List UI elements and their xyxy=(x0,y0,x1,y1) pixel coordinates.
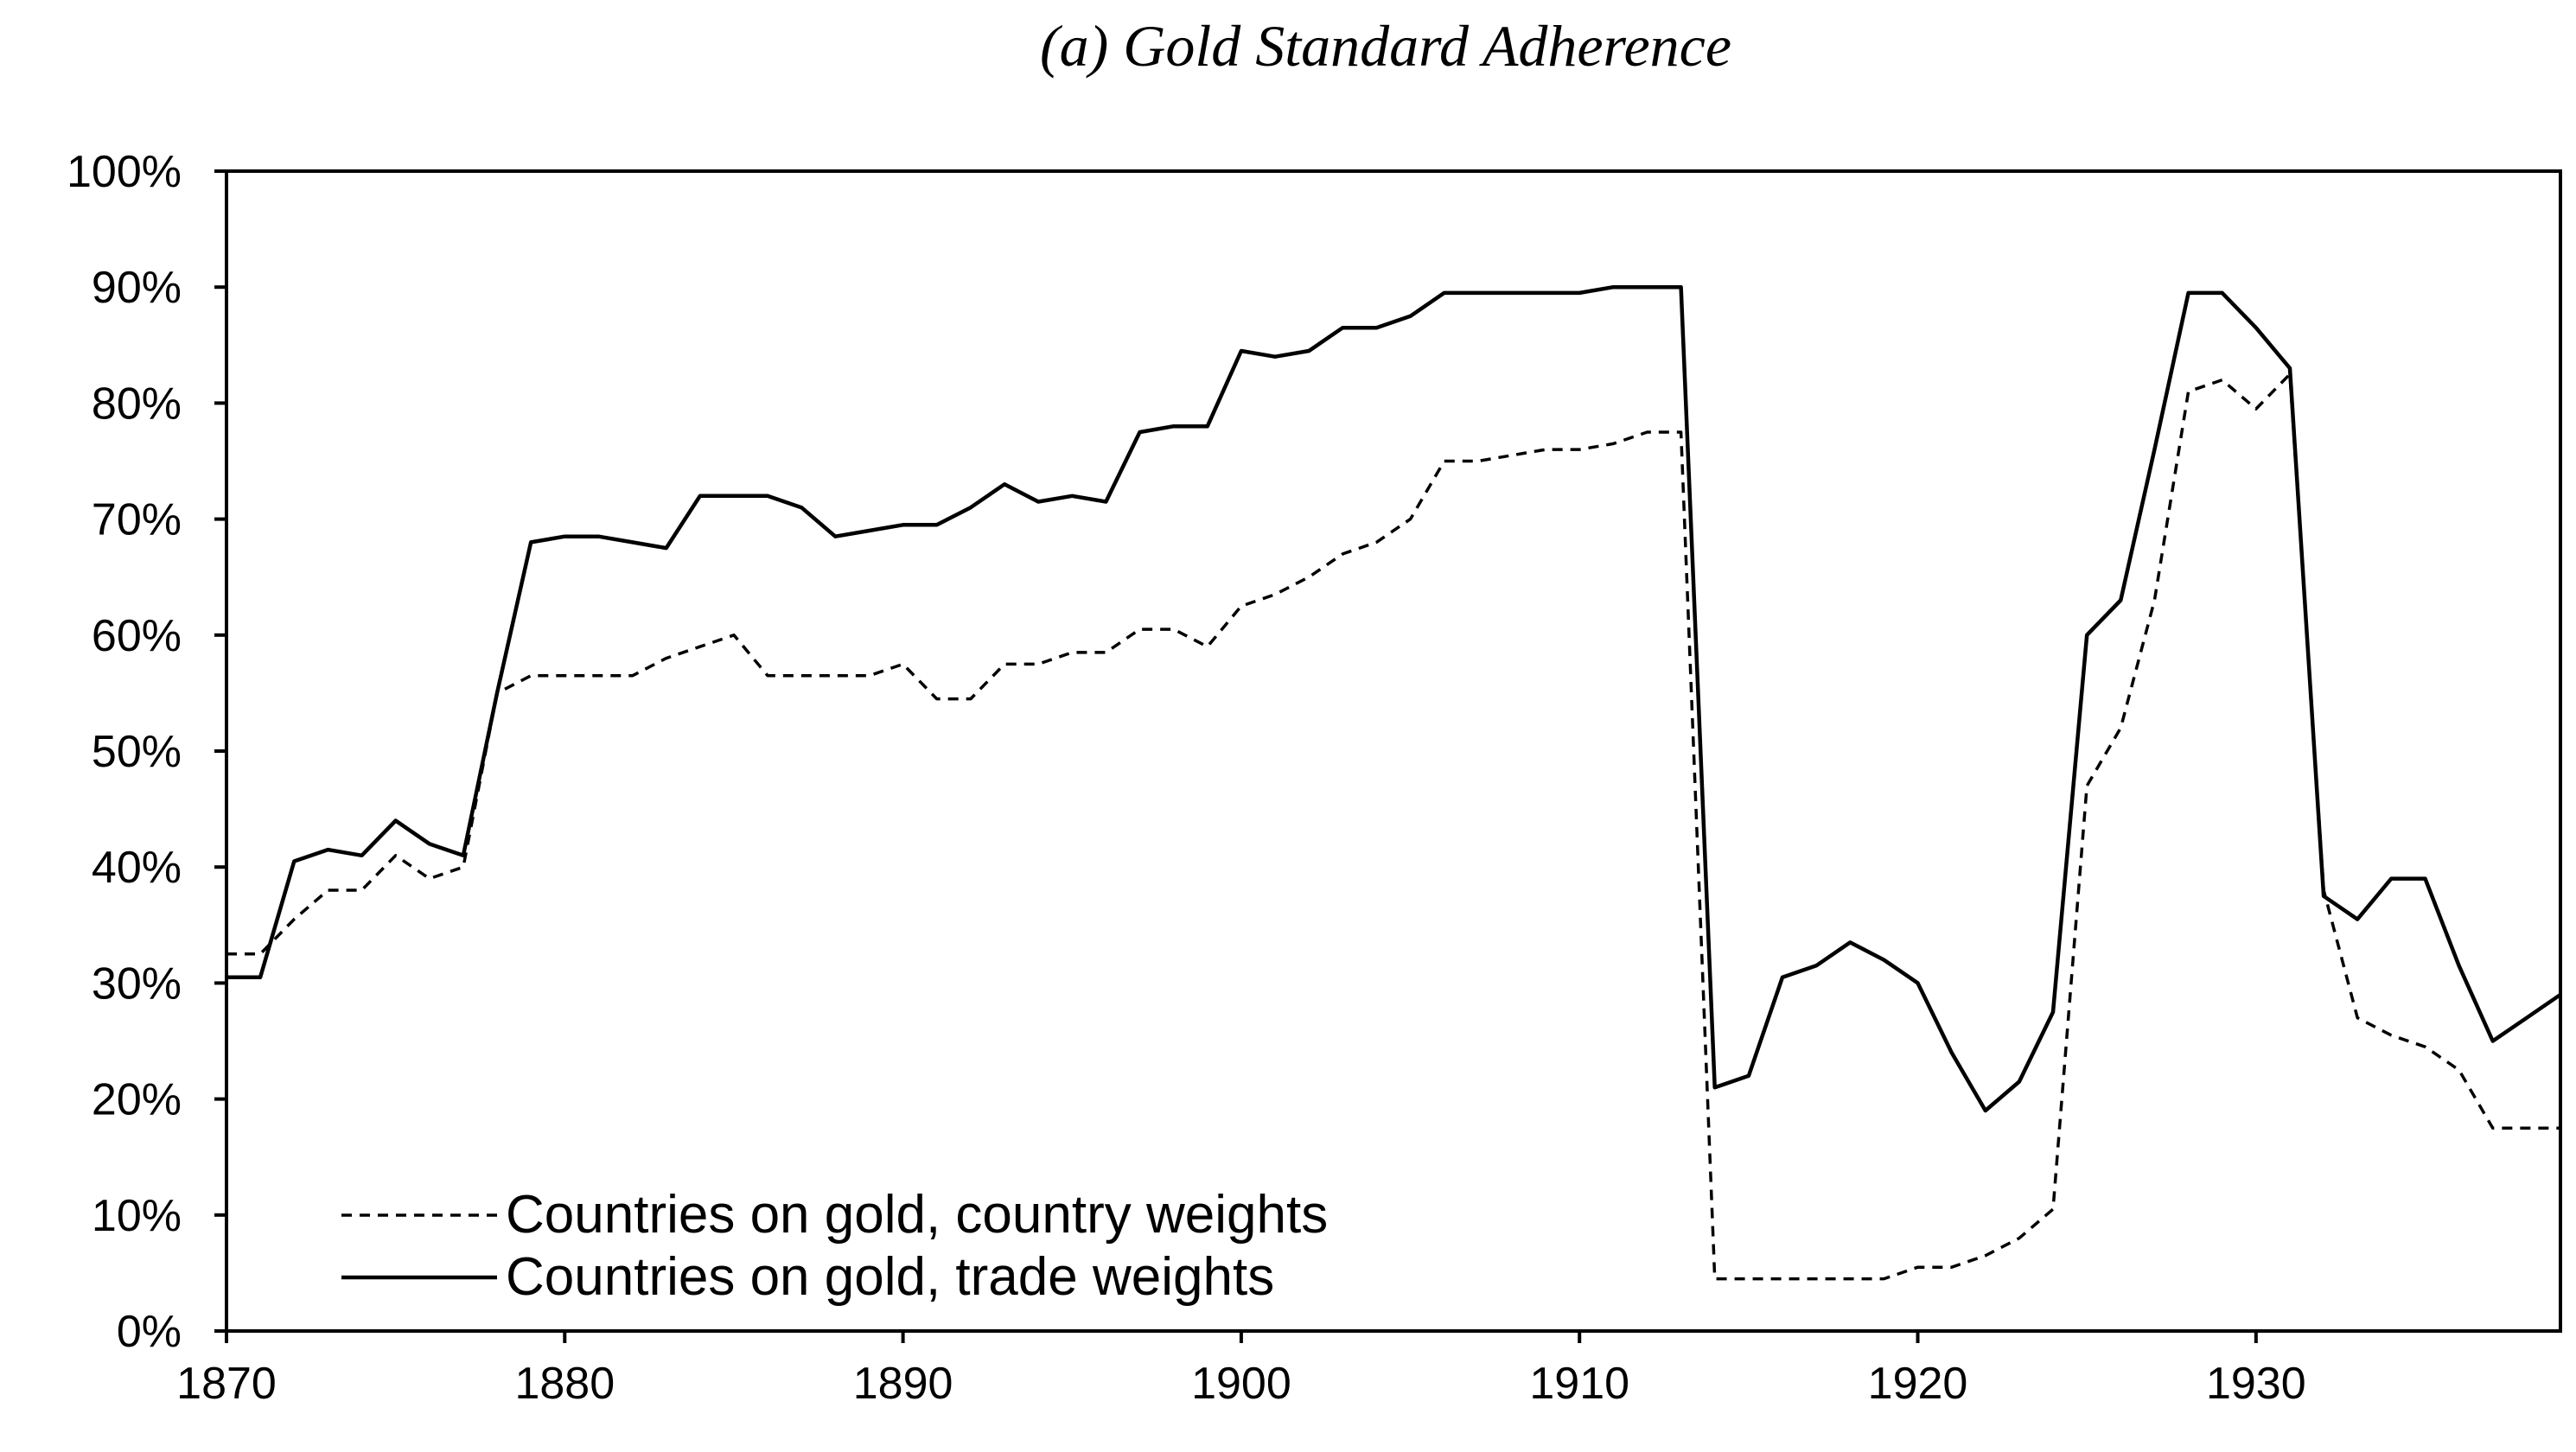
series-line-trade-weights xyxy=(226,284,2562,1113)
y-tick-label: 80% xyxy=(92,379,182,429)
legend: Countries on gold, country weights Count… xyxy=(341,1185,1328,1307)
x-axis: 1870 1880 1890 1900 1910 1920 1930 xyxy=(176,1331,2306,1409)
x-tick-label: 1880 xyxy=(514,1359,615,1409)
legend-label-trade-weights: Countries on gold, trade weights xyxy=(506,1247,1274,1307)
y-tick-label: 90% xyxy=(92,263,182,313)
y-tick-label: 0% xyxy=(117,1307,182,1357)
series-line-country-weights xyxy=(226,373,2560,1281)
series-layer xyxy=(226,284,2562,1281)
x-tick-label: 1910 xyxy=(1529,1359,1629,1409)
y-tick-label: 100% xyxy=(67,147,182,197)
legend-label-country-weights: Countries on gold, country weights xyxy=(506,1185,1328,1245)
y-tick-label: 30% xyxy=(92,958,182,1009)
x-tick-label: 1920 xyxy=(1868,1359,1968,1409)
y-tick-label: 40% xyxy=(92,843,182,893)
y-tick-label: 20% xyxy=(92,1075,182,1125)
y-tick-label: 10% xyxy=(92,1191,182,1241)
x-tick-label: 1870 xyxy=(176,1359,277,1409)
y-tick-label: 60% xyxy=(92,611,182,661)
y-tick-label: 70% xyxy=(92,495,182,545)
plot-area-frame xyxy=(225,169,2562,1333)
y-tick-label: 50% xyxy=(92,727,182,777)
chart-title: (a) Gold Standard Adherence xyxy=(1040,13,1731,79)
x-tick-label: 1930 xyxy=(2206,1359,2306,1409)
y-axis: 0% 10% 20% 30% 40% 50% 60% 70% 80% 90% 100% xyxy=(67,147,226,1357)
x-tick-label: 1890 xyxy=(853,1359,953,1409)
x-tick-label: 1900 xyxy=(1191,1359,1291,1409)
